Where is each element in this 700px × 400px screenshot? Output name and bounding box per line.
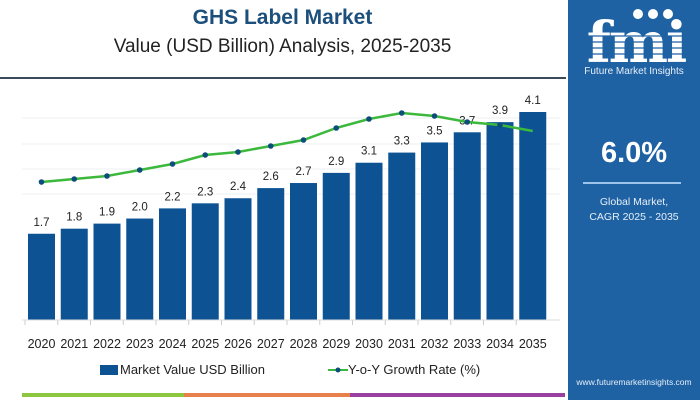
bar-label-2028: 2.7 <box>296 166 312 178</box>
bar-2020 <box>28 233 55 320</box>
fmi-logo: fmi <box>586 9 686 66</box>
x-tick-2030: 2030 <box>355 337 383 351</box>
bar-label-2027: 2.6 <box>263 171 279 183</box>
svg-text:fmi: fmi <box>587 10 686 66</box>
bar-label-2021: 1.8 <box>66 212 82 224</box>
legend-line: Y-o-Y Growth Rate (%) <box>328 362 480 377</box>
growth-point-2030 <box>366 116 372 122</box>
cagr-divider <box>583 182 681 184</box>
x-tick-2025: 2025 <box>191 337 219 351</box>
bar-2032 <box>421 142 448 320</box>
x-tick-2028: 2028 <box>290 337 318 351</box>
bar-label-2026: 2.4 <box>230 181 247 193</box>
bar-label-2023: 2.0 <box>132 202 148 214</box>
chart-title: GHS Label Market <box>192 6 373 29</box>
x-tick-2031: 2031 <box>388 337 416 351</box>
growth-line <box>41 111 533 184</box>
stripe-purple <box>350 393 565 397</box>
growth-point-2028 <box>300 137 307 143</box>
bar-line-chart: 1.7 2020 1.8 2021 1.9 2022 2.0 2023 2.2 2024 2.3 20… <box>22 95 560 351</box>
cagr-label-line1: Global Market, <box>599 196 669 208</box>
growth-point-2024 <box>169 161 176 167</box>
cagr-label: Global Market, CAGR 2025 - 2035 <box>568 195 700 225</box>
bar-label-2034: 3.9 <box>492 105 508 117</box>
cagr-label-line2: CAGR 2025 - 2035 <box>589 211 679 223</box>
bar-label-2020: 1.7 <box>34 217 50 229</box>
bar-label-2029: 2.9 <box>328 156 344 168</box>
x-tick-2026: 2026 <box>224 337 252 351</box>
bar-label-2025: 2.3 <box>197 186 213 198</box>
side-panel: fmi Future Market Insights 6.0% Global M… <box>568 0 700 400</box>
x-tick-2021: 2021 <box>60 337 88 351</box>
legend-bar-swatch <box>100 364 118 375</box>
bar-label-2031: 3.3 <box>394 136 410 148</box>
growth-point-2027 <box>267 143 274 149</box>
stripe-orange <box>184 393 350 397</box>
bar-2034 <box>486 122 514 320</box>
growth-point-2033 <box>464 119 471 125</box>
bar-2021 <box>60 228 88 320</box>
x-tick-2023: 2023 <box>126 337 154 351</box>
bar-2031 <box>388 152 416 320</box>
bar-label-2032: 3.5 <box>427 125 443 137</box>
growth-point-2034 <box>497 122 503 128</box>
growth-point-2032 <box>431 113 438 119</box>
bar-label-2035: 4.1 <box>525 95 541 107</box>
bar-2029 <box>322 172 350 320</box>
x-tick-2032: 2032 <box>421 337 449 351</box>
x-tick-2033: 2033 <box>453 337 481 351</box>
legend-line-swatch <box>328 367 348 372</box>
bar-2033 <box>453 132 481 320</box>
website-link[interactable]: www.futuremarketinsights.com <box>576 377 692 387</box>
bar-2030 <box>355 162 383 320</box>
bar-2022 <box>93 223 121 320</box>
bar-2027 <box>257 188 285 320</box>
x-tick-2020: 2020 <box>28 337 56 351</box>
x-tick-2022: 2022 <box>93 337 121 351</box>
legend-bar: Market Value USD Billion <box>100 362 265 377</box>
bar-2028 <box>290 183 317 320</box>
growth-point-2022 <box>104 173 110 179</box>
growth-point-2023 <box>136 167 143 173</box>
bar-2035 <box>519 112 547 320</box>
bar-2024 <box>159 208 186 320</box>
legend-bar-label: Market Value USD Billion <box>120 362 265 377</box>
growth-point-2026 <box>235 149 241 155</box>
growth-point-2029 <box>333 125 340 131</box>
bar-label-2024: 2.2 <box>165 191 181 203</box>
bar-2023 <box>126 218 154 320</box>
cagr-value: 6.0% <box>600 137 668 169</box>
chart-subtitle: Value (USD Billion) Analysis, 2025-2035 <box>113 36 452 57</box>
legend-line-label: Y-o-Y Growth Rate (%) <box>348 362 481 377</box>
stripe-green <box>22 393 184 397</box>
bar-2025 <box>191 203 219 320</box>
bar-label-2022: 1.9 <box>99 207 115 219</box>
growth-point-2021 <box>71 176 78 182</box>
growth-point-2025 <box>202 152 209 158</box>
x-tick-2035: 2035 <box>519 337 547 351</box>
bar-label-2030: 3.1 <box>361 146 377 158</box>
bar-2026 <box>224 198 252 320</box>
logo-text: Future Market Insights <box>584 66 684 77</box>
divider <box>0 77 566 79</box>
x-tick-2027: 2027 <box>257 337 285 351</box>
x-tick-2024: 2024 <box>159 337 187 351</box>
x-tick-2034: 2034 <box>486 337 514 351</box>
x-tick-2029: 2029 <box>322 337 350 351</box>
growth-point-2020 <box>38 179 45 185</box>
growth-point-2031 <box>398 110 405 116</box>
